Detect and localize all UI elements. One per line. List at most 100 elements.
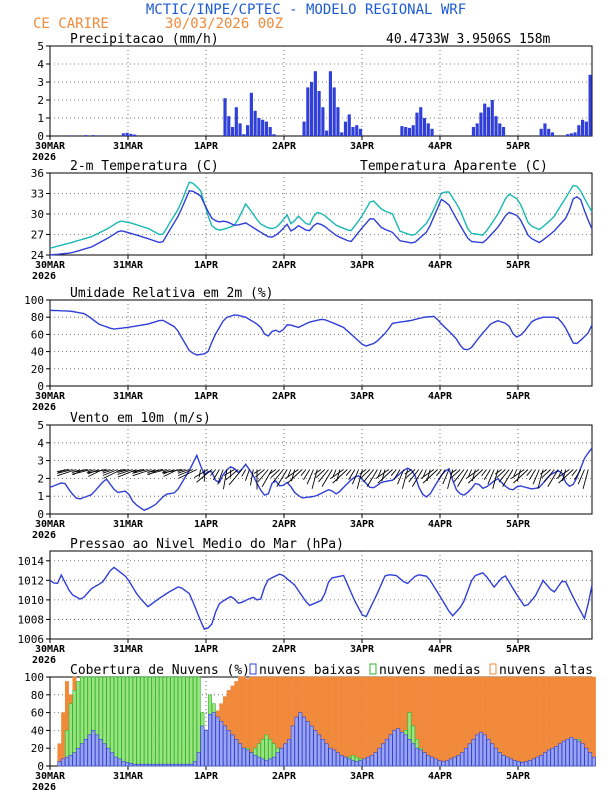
x-year-label: 2026 <box>32 271 56 282</box>
precip-bar <box>479 112 483 136</box>
x-tick-label: 5APR <box>506 141 531 152</box>
x-year-label: 2026 <box>32 782 56 792</box>
wind-arrow <box>217 469 224 485</box>
cloud-bar <box>128 763 133 767</box>
y-tick-label: 1008 <box>18 613 45 626</box>
legend-label: nuvens altas <box>499 663 593 678</box>
precip-bar <box>253 110 257 136</box>
x-tick-label: 1APR <box>194 391 219 402</box>
cloud-bar <box>174 763 179 767</box>
precip-bar <box>404 127 408 136</box>
cloud-bar <box>426 755 431 767</box>
cloud-bar <box>136 676 141 767</box>
wind-arrow <box>558 469 574 484</box>
cloud-bar <box>369 755 374 767</box>
wind-arrow <box>87 469 96 473</box>
cloud-bar <box>448 676 453 767</box>
cloud-bar <box>177 763 182 767</box>
x-tick-label: 4APR <box>428 771 453 782</box>
x-tick-label: 5APR <box>506 391 531 402</box>
cloud-bar <box>226 730 231 767</box>
cloud-bar <box>505 756 510 767</box>
cloud-bar <box>287 738 291 767</box>
cloud-bar <box>354 676 359 767</box>
wind-arrow <box>194 469 209 478</box>
y-tick-label: 2 <box>37 94 44 107</box>
cloud-bar <box>535 756 540 767</box>
cloud-bar <box>320 738 325 767</box>
precip-bar <box>261 119 265 136</box>
x-tick-label: 5APR <box>506 771 531 782</box>
precip-bar <box>483 103 487 136</box>
cloud-bar <box>170 676 175 767</box>
cloud-bar <box>147 763 152 767</box>
y-tick-label: 0 <box>37 130 44 143</box>
precip-bar <box>569 133 573 136</box>
precip-bar <box>347 114 351 136</box>
legend-swatch <box>369 663 377 675</box>
cloud-bar <box>132 676 137 767</box>
x-tick-label: 31MAR <box>113 644 144 655</box>
x-tick-label: 1APR <box>194 260 219 271</box>
cloud-bar <box>486 738 491 767</box>
precip-bar <box>91 135 95 136</box>
pressure-line <box>49 566 593 630</box>
cloud-bar <box>430 756 435 767</box>
y-tick-label: 1014 <box>18 555 45 568</box>
cloud-bar <box>113 676 118 767</box>
cloud-bar <box>339 676 344 767</box>
wind-arrow <box>451 469 461 479</box>
cloud-bar <box>542 752 547 767</box>
x-tick-label: 2APR <box>272 519 297 530</box>
y-tick-label: 60 <box>31 328 44 341</box>
wind-arrow <box>102 469 111 472</box>
x-tick-label: 31MAR <box>113 141 144 152</box>
wind-arrow <box>132 469 145 473</box>
cloud-bar <box>501 676 506 767</box>
wind-arrow <box>178 469 197 479</box>
y-tick-label: 20 <box>31 742 44 755</box>
cloud-bar <box>143 763 148 767</box>
wind-arrow <box>315 469 326 479</box>
cloud-bar <box>381 743 386 767</box>
x-tick-label: 1APR <box>194 519 219 530</box>
wind-arrow <box>332 469 348 484</box>
cloud-bar <box>196 752 201 767</box>
y-tick-label: 5 <box>37 419 44 432</box>
wind-arrow <box>411 469 424 487</box>
cloud-bar <box>302 716 307 767</box>
cloud-bar <box>136 763 141 767</box>
cloud-bar <box>437 676 442 767</box>
y-tick-label: 27 <box>31 229 44 242</box>
cloud-bar <box>343 676 348 767</box>
cloud-bar <box>181 763 186 767</box>
legend-label: nuvens baixas <box>259 663 361 678</box>
precip-bar <box>486 107 491 136</box>
cloud-bar <box>268 758 273 767</box>
precip-bar <box>426 123 430 136</box>
cloud-bar <box>565 738 570 767</box>
precip-bar <box>317 91 321 136</box>
wind-arrow <box>272 469 284 483</box>
cloud-bar <box>166 763 171 767</box>
y-tick-label: 0 <box>37 508 44 521</box>
cloud-bar <box>279 747 284 767</box>
precip-bar <box>133 134 137 136</box>
precip-bar <box>539 128 543 136</box>
cloud-bar <box>441 761 446 767</box>
wind-arrow <box>465 469 480 480</box>
cloud-bar <box>339 755 344 767</box>
x-tick-label: 4APR <box>428 644 453 655</box>
x-tick-label: 4APR <box>428 391 453 402</box>
x-year-label: 2026 <box>32 402 56 413</box>
panel-1: 0 1 2 3 4 5 30MAR 31MAR 1APR 2APR 3APR 4APR 5APR 2026… <box>32 32 593 163</box>
x-tick-label: 3APR <box>350 644 375 655</box>
cloud-bar <box>392 730 397 767</box>
panel-2: 24 27 30 33 36 30MAR 31MAR 1APR 2APR 3APR 4APR 5APR… <box>31 159 593 282</box>
cloud-bar <box>554 746 559 767</box>
cloud-bar <box>110 752 115 767</box>
y-tick-label: 3 <box>37 455 44 468</box>
wind-arrow <box>117 469 133 475</box>
cloud-bar <box>238 743 243 767</box>
wind-arrow <box>57 469 77 477</box>
